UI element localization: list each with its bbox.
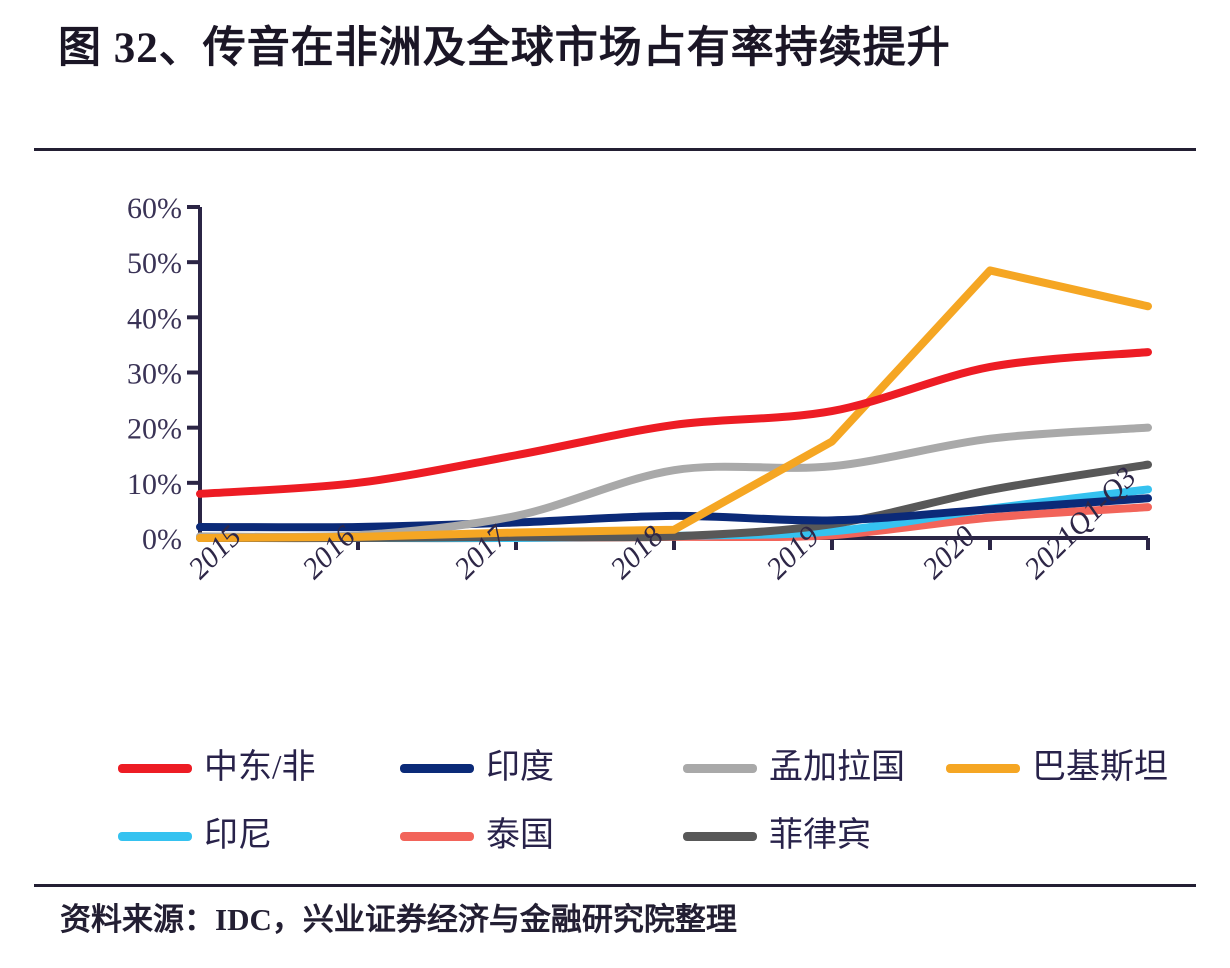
legend-item[interactable]: 中东/非: [118, 740, 315, 796]
y-axis-tick-labels: 60% 50% 40% 30% 20% 10% 0%: [127, 192, 182, 556]
legend-color-swatch: [400, 763, 474, 773]
chart-plot-area: 60% 50% 40% 30% 20% 10% 0%: [0, 160, 1230, 580]
legend-item-label: 中东/非: [204, 749, 316, 786]
axis-lines: [187, 205, 1150, 550]
series-line: [196, 348, 1152, 498]
page-title: 图 32、传音在非洲及全球市场占有率持续提升: [58, 25, 951, 72]
legend-item[interactable]: 泰国: [400, 808, 554, 864]
legend-row-2: 印尼 泰国 菲律宾: [118, 808, 1148, 864]
divider-top: [34, 148, 1196, 151]
series-line: [196, 494, 1152, 532]
chart-legend: 中东/非 印度 孟加拉国 巴基斯坦 印尼 泰国 菲律宾: [118, 740, 1168, 870]
y-tick-label: 20%: [127, 413, 182, 446]
series-lines: [196, 266, 1152, 543]
legend-row-1: 中东/非 印度 孟加拉国 巴基斯坦: [118, 740, 1168, 796]
legend-item-label: 印度: [486, 749, 554, 786]
legend-item-label: 印尼: [204, 817, 272, 854]
legend-color-swatch: [118, 763, 192, 773]
y-tick-label: 40%: [127, 302, 182, 335]
y-tick-label: 10%: [127, 468, 182, 501]
series-line: [196, 266, 1152, 542]
legend-item[interactable]: 印尼: [118, 808, 272, 864]
y-tick-label: 50%: [127, 247, 182, 280]
legend-item[interactable]: 孟加拉国: [683, 740, 905, 796]
legend-color-swatch: [946, 763, 1020, 773]
y-tick-label: 30%: [127, 358, 182, 391]
line-chart-svg: 60% 50% 40% 30% 20% 10% 0%: [127, 192, 1152, 556]
legend-color-swatch: [683, 831, 757, 841]
legend-item[interactable]: 印度: [400, 740, 554, 796]
y-tick-label: 60%: [127, 192, 182, 225]
divider-bottom: [34, 884, 1196, 887]
legend-item-label: 巴基斯坦: [1032, 749, 1168, 786]
legend-item-label: 泰国: [486, 817, 554, 854]
legend-color-swatch: [118, 831, 192, 841]
source-note: 资料来源：IDC，兴业证券经济与金融研究院整理: [60, 902, 737, 937]
legend-item-label: 孟加拉国: [769, 749, 905, 786]
legend-item[interactable]: 巴基斯坦: [946, 740, 1168, 796]
legend-color-swatch: [683, 763, 757, 773]
y-tick-label: 0%: [142, 523, 182, 556]
x-axis-tick-labels: 2015 2016 2017 2018 2019 2020 2021Q1-Q3: [0, 461, 1230, 740]
legend-item-label: 菲律宾: [769, 817, 871, 854]
legend-item[interactable]: 菲律宾: [683, 808, 871, 864]
legend-color-swatch: [400, 831, 474, 841]
